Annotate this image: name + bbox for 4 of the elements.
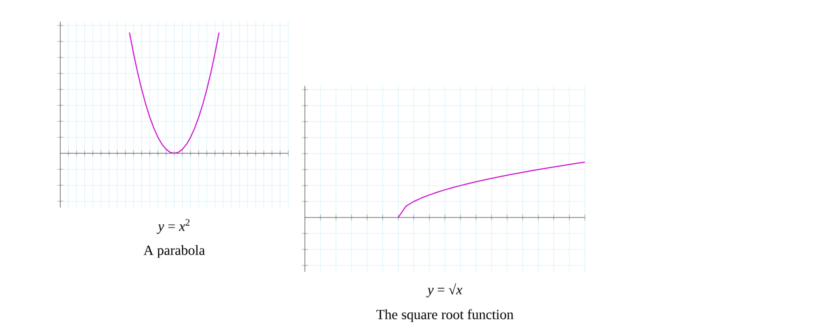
x-axis-title: y = √x bbox=[426, 283, 462, 298]
x-axis-title: y = x$^{2}$ bbox=[156, 219, 190, 234]
text: The square root function bbox=[376, 309, 514, 322]
text: A parabola bbox=[144, 245, 205, 258]
